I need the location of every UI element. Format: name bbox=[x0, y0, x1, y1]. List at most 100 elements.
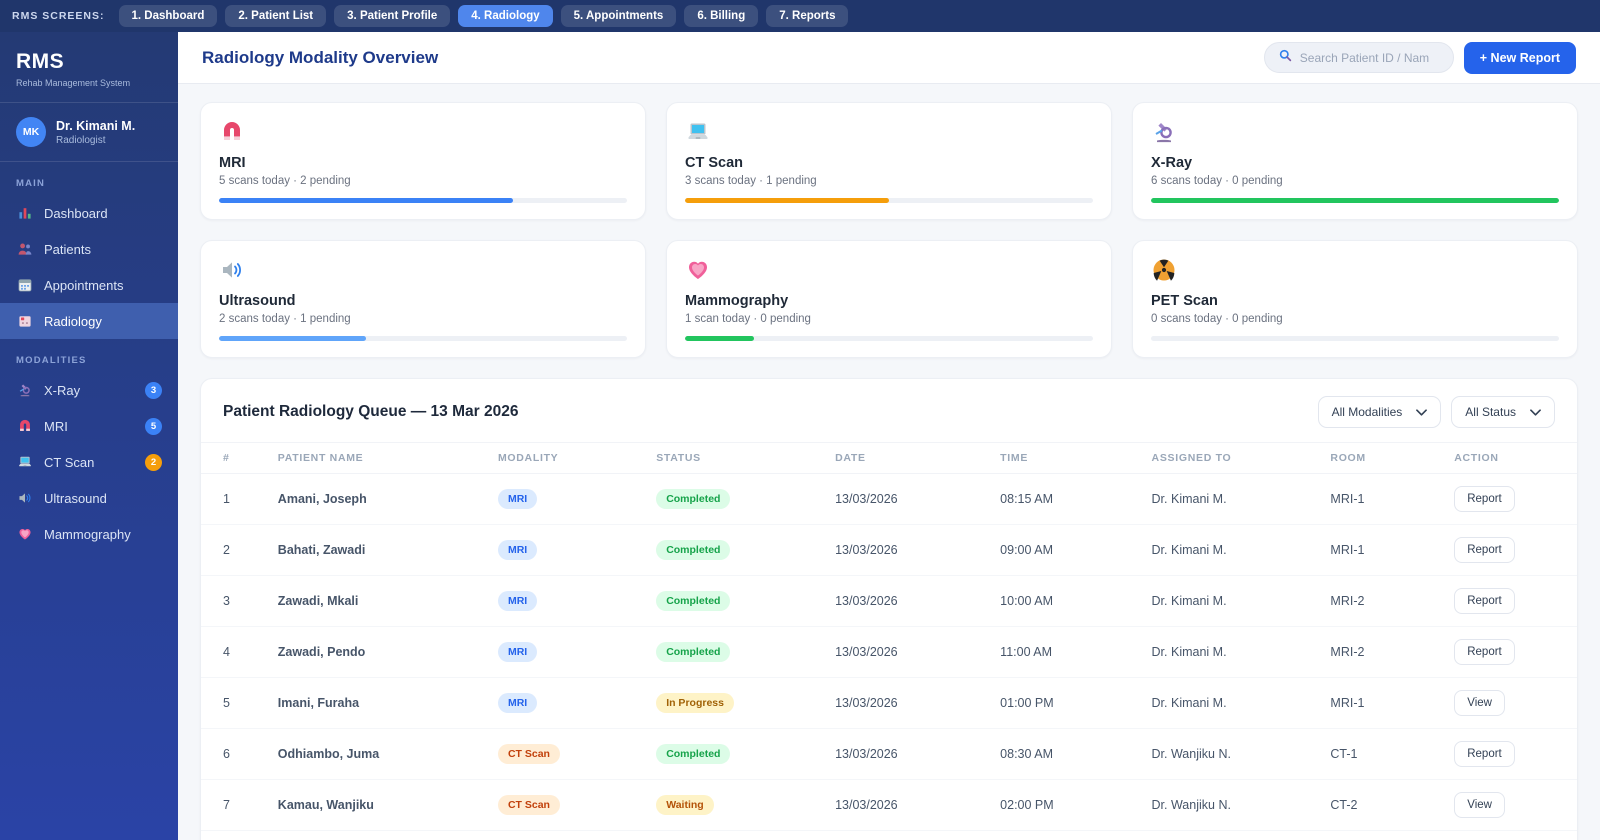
modality-name: PET Scan bbox=[1151, 293, 1218, 309]
report-button[interactable]: Report bbox=[1454, 741, 1515, 767]
modality-card-pet-scan[interactable]: PET Scan 0 scans today · 0 pending bbox=[1132, 240, 1578, 358]
screens-tab-1-dashboard[interactable]: 1. Dashboard bbox=[118, 5, 218, 27]
modality-card-mri[interactable]: MRI 5 scans today · 2 pending bbox=[200, 102, 646, 220]
sidebar-item-label: Patients bbox=[44, 241, 91, 257]
count-badge: 2 bbox=[145, 453, 162, 471]
filter-all-status[interactable]: All Status bbox=[1451, 396, 1555, 428]
logo-block: RMS Rehab Management System bbox=[0, 32, 178, 103]
modality-name: CT Scan bbox=[685, 155, 744, 171]
modality-progress-track bbox=[219, 336, 627, 341]
modality-card-ct-scan[interactable]: CT Scan 3 scans today · 1 pending bbox=[666, 102, 1112, 220]
report-button[interactable]: Report bbox=[1454, 639, 1515, 665]
speaker-icon bbox=[219, 257, 247, 285]
modality-card-x-ray[interactable]: X-Ray 6 scans today · 0 pending bbox=[1132, 102, 1578, 220]
sidebar-nav: MAIN Dashboard Patients Appointments Radiolo… bbox=[0, 162, 178, 552]
report-button[interactable]: Report bbox=[1454, 588, 1515, 614]
new-report-button[interactable]: + New Report bbox=[1463, 41, 1576, 74]
heart-icon bbox=[16, 525, 34, 543]
modality-pill: MRI bbox=[497, 642, 538, 662]
cell-assigned-to: Dr. Kimani M. bbox=[1143, 524, 1323, 576]
sidebar-item-label: CT Scan bbox=[44, 454, 95, 470]
count-badge: 3 bbox=[145, 381, 162, 399]
people-icon bbox=[16, 240, 34, 258]
screens-bar-label: RMS SCREENS: bbox=[12, 10, 105, 22]
view-button[interactable]: View bbox=[1454, 690, 1505, 716]
filter-label: All Modalities bbox=[1331, 405, 1403, 419]
user-info: Dr. Kimani M. Radiologist bbox=[56, 119, 135, 146]
modality-stats: 2 scans today · 1 pending bbox=[219, 313, 351, 325]
sidebar-item-x-ray[interactable]: X-Ray 3 bbox=[0, 372, 178, 408]
table-row: 1 Amani, Joseph MRI Completed 13/03/2026 08:1… bbox=[201, 473, 1577, 525]
cell-num: 6 bbox=[201, 728, 270, 780]
laptop-icon bbox=[685, 119, 713, 147]
screens-tab-2-patient-list[interactable]: 2. Patient List bbox=[225, 5, 327, 27]
user-role: Radiologist bbox=[56, 134, 106, 146]
cell-room: CT-1 bbox=[1322, 728, 1447, 780]
modality-progress-fill bbox=[219, 198, 513, 203]
cell-modality: MRI bbox=[489, 473, 649, 525]
search-input[interactable] bbox=[1299, 50, 1439, 65]
modality-progress-track bbox=[685, 198, 1093, 203]
cell-date: 13/03/2026 bbox=[827, 728, 993, 780]
screens-tab-7-reports[interactable]: 7. Reports bbox=[766, 5, 849, 27]
sidebar-item-ultrasound[interactable]: Ultrasound bbox=[0, 480, 178, 516]
modality-pill: CT Scan bbox=[497, 744, 560, 764]
cell-modality: CT Scan bbox=[489, 728, 649, 780]
modality-stats: 6 scans today · 0 pending bbox=[1151, 175, 1283, 187]
sidebar-item-radiology[interactable]: Radiology bbox=[0, 303, 178, 339]
filter-all-modalities[interactable]: All Modalities bbox=[1317, 396, 1442, 428]
modality-progress-track bbox=[1151, 198, 1559, 203]
modality-progress-track bbox=[685, 336, 1093, 341]
app-subtitle: Rehab Management System bbox=[16, 78, 131, 88]
radioactive-icon bbox=[1151, 257, 1179, 285]
modality-name: MRI bbox=[219, 155, 246, 171]
screens-tab-4-radiology[interactable]: 4. Radiology bbox=[458, 5, 553, 27]
sidebar-item-mri[interactable]: MRI 5 bbox=[0, 408, 178, 444]
heart-icon bbox=[685, 257, 713, 285]
table-row: 4 Zawadi, Pendo MRI Completed 13/03/2026 11:0… bbox=[201, 626, 1577, 678]
sidebar-item-ct-scan[interactable]: CT Scan 2 bbox=[0, 444, 178, 480]
sidebar-item-label: MRI bbox=[44, 418, 68, 434]
screens-tab-5-appointments[interactable]: 5. Appointments bbox=[560, 5, 677, 27]
cell-num: 3 bbox=[201, 575, 270, 627]
column-header-room: ROOM bbox=[1322, 442, 1447, 474]
modality-stats: 1 scan today · 0 pending bbox=[685, 313, 811, 325]
modality-progress-fill bbox=[1151, 198, 1559, 203]
modality-card-mammography[interactable]: Mammography 1 scan today · 0 pending bbox=[666, 240, 1112, 358]
cell-date: 13/03/2026 bbox=[827, 677, 993, 729]
sidebar-item-appointments[interactable]: Appointments bbox=[0, 267, 178, 303]
search-box[interactable] bbox=[1263, 42, 1454, 73]
cell-status: Completed bbox=[648, 473, 828, 525]
view-button[interactable]: View bbox=[1454, 792, 1505, 818]
sidebar-item-dashboard[interactable]: Dashboard bbox=[0, 195, 178, 231]
queue-table: # PATIENT NAME MODALITY STATUS DATE TIME ASSIG… bbox=[201, 442, 1577, 831]
cell-assigned-to: Dr. Kimani M. bbox=[1143, 677, 1323, 729]
cell-num: 5 bbox=[201, 677, 270, 729]
column-header-assigned-to: ASSIGNED TO bbox=[1143, 442, 1323, 474]
header-actions: + New Report bbox=[1263, 41, 1576, 74]
calendar-icon bbox=[16, 276, 34, 294]
screens-tab-3-patient-profile[interactable]: 3. Patient Profile bbox=[334, 5, 451, 27]
user-profile[interactable]: MK Dr. Kimani M. Radiologist bbox=[0, 103, 178, 162]
chevron-down-icon bbox=[1416, 405, 1428, 419]
screens-tab-6-billing[interactable]: 6. Billing bbox=[684, 5, 759, 27]
modality-card-ultrasound[interactable]: Ultrasound 2 scans today · 1 pending bbox=[200, 240, 646, 358]
modality-name: Ultrasound bbox=[219, 293, 296, 309]
cell-num: 4 bbox=[201, 626, 270, 678]
search-icon bbox=[1279, 49, 1292, 67]
report-button[interactable]: Report bbox=[1454, 486, 1515, 512]
cell-time: 08:30 AM bbox=[992, 728, 1144, 780]
column-header-action: ACTION bbox=[1446, 442, 1577, 474]
column-header-patient-name: PATIENT NAME bbox=[269, 442, 490, 474]
sidebar-item-mammography[interactable]: Mammography bbox=[0, 516, 178, 552]
cell-time: 02:00 PM bbox=[992, 779, 1144, 831]
filter-label: All Status bbox=[1465, 405, 1516, 419]
cell-patient-name: Odhiambo, Juma bbox=[269, 728, 490, 780]
report-button[interactable]: Report bbox=[1454, 537, 1515, 563]
queue-card: Patient Radiology Queue — 13 Mar 2026 Al… bbox=[200, 378, 1578, 840]
cell-num: 1 bbox=[201, 473, 270, 525]
cell-time: 10:00 AM bbox=[992, 575, 1144, 627]
sidebar-item-patients[interactable]: Patients bbox=[0, 231, 178, 267]
table-row: 6 Odhiambo, Juma CT Scan Completed 13/03/202… bbox=[201, 728, 1577, 780]
cell-date: 13/03/2026 bbox=[827, 626, 993, 678]
